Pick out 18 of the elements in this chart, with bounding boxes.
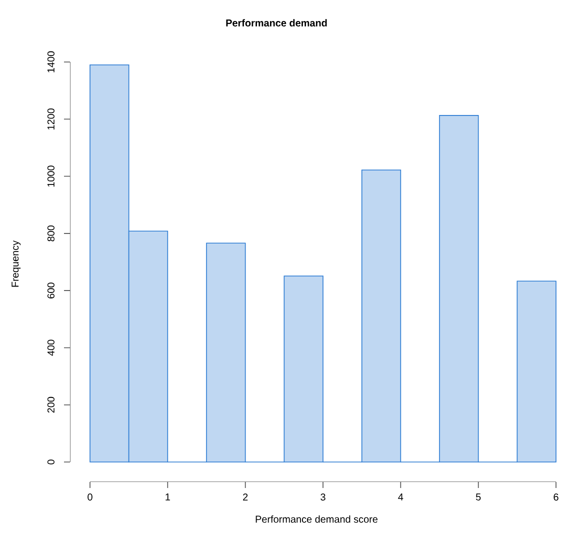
- x-tick-label: 0: [88, 494, 92, 501]
- y-tick-label: 1200: [47, 108, 54, 130]
- x-axis-title: Performance demand score: [256, 515, 378, 523]
- x-tick-label: 6: [554, 494, 558, 501]
- x-tick-label: 1: [166, 494, 170, 500]
- x-tick-label: 5: [476, 494, 481, 500]
- y-tick-label: 1400: [47, 51, 54, 72]
- x-tick-label: 3: [320, 494, 326, 501]
- y-tick-label: 400: [47, 340, 54, 356]
- x-tick-label: 2: [243, 494, 248, 500]
- chart-title: Performance demand: [226, 19, 327, 26]
- y-tick-label: 800: [47, 226, 54, 242]
- y-tick-label: 600: [47, 282, 54, 298]
- y-axis-title: Frequency: [12, 240, 21, 287]
- y-tick-label: 1000: [47, 166, 54, 187]
- x-tick-label: 4: [398, 494, 404, 500]
- y-tick-label: 0: [47, 460, 54, 464]
- y-tick-label: 200: [47, 396, 54, 413]
